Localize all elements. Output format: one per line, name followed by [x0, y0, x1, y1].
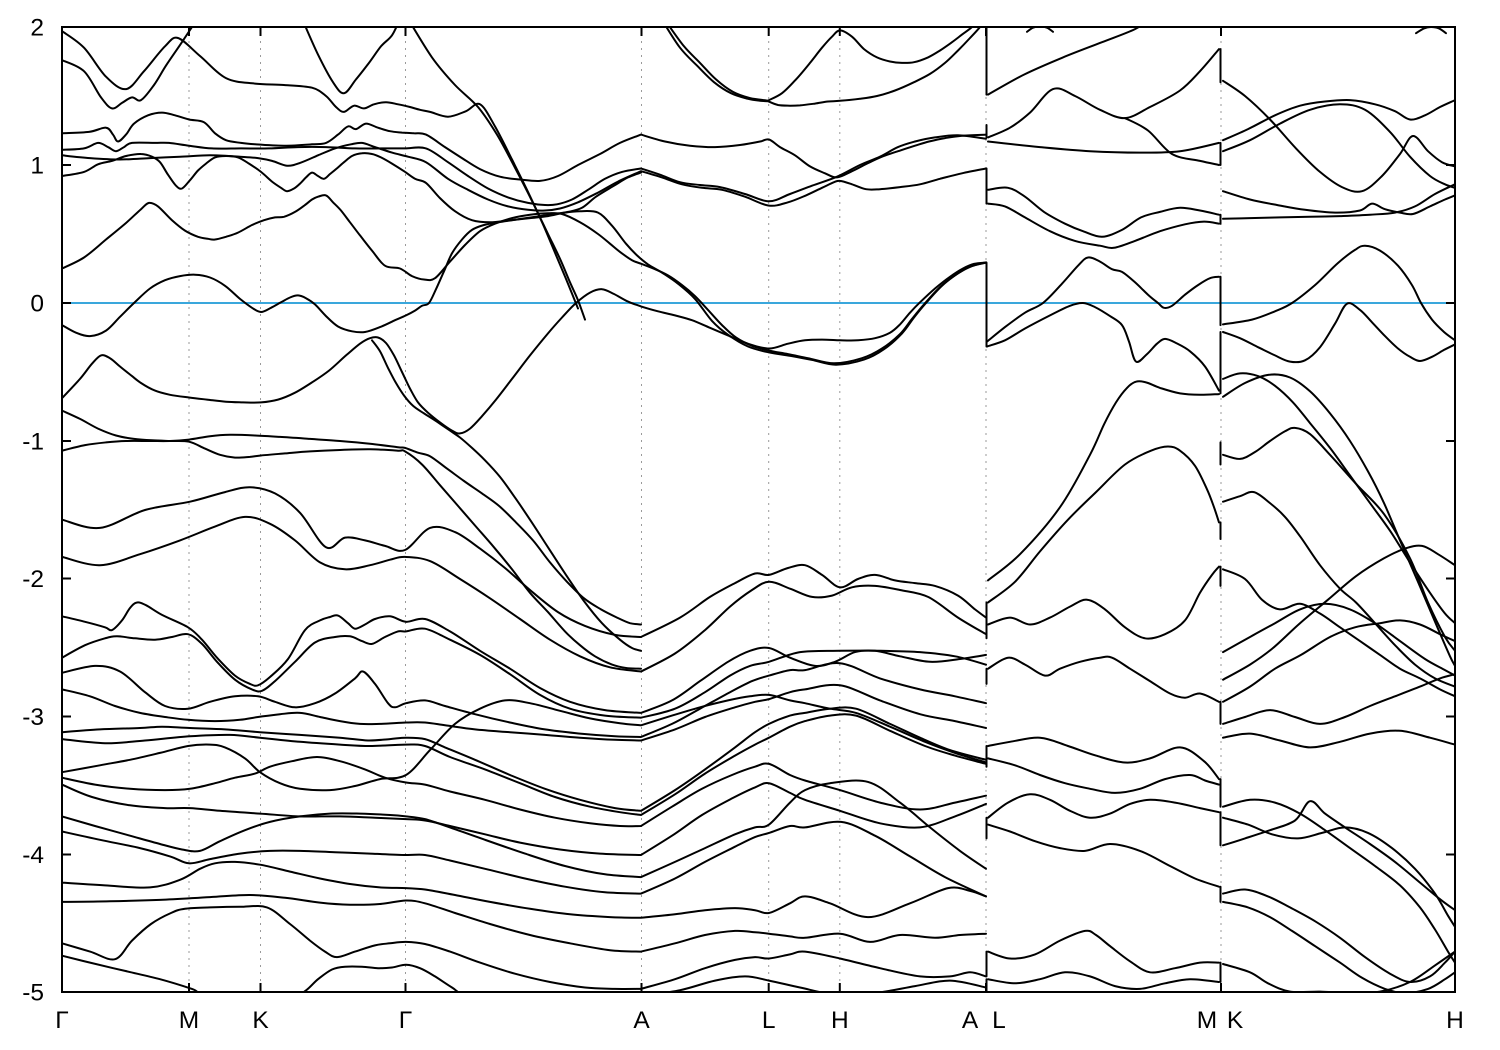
svg-text:-3: -3 [22, 704, 44, 731]
svg-text:-5: -5 [22, 980, 44, 1007]
svg-text:2: 2 [30, 15, 44, 42]
svg-text:H: H [831, 1007, 849, 1034]
svg-text:Γ: Γ [399, 1007, 413, 1034]
svg-text:K: K [1227, 1007, 1244, 1034]
svg-text:A: A [633, 1007, 650, 1034]
svg-text:-1: -1 [22, 429, 44, 456]
svg-text:K: K [252, 1007, 269, 1034]
svg-text:L: L [992, 1007, 1006, 1034]
svg-text:-2: -2 [22, 566, 44, 593]
svg-text:A: A [962, 1007, 979, 1034]
svg-text:-4: -4 [22, 842, 44, 869]
svg-text:M: M [1197, 1007, 1217, 1034]
svg-text:L: L [762, 1007, 776, 1034]
svg-text:H: H [1446, 1007, 1464, 1034]
svg-text:Γ: Γ [55, 1007, 69, 1034]
svg-text:0: 0 [30, 291, 44, 318]
svg-text:1: 1 [30, 153, 44, 180]
svg-text:M: M [179, 1007, 199, 1034]
